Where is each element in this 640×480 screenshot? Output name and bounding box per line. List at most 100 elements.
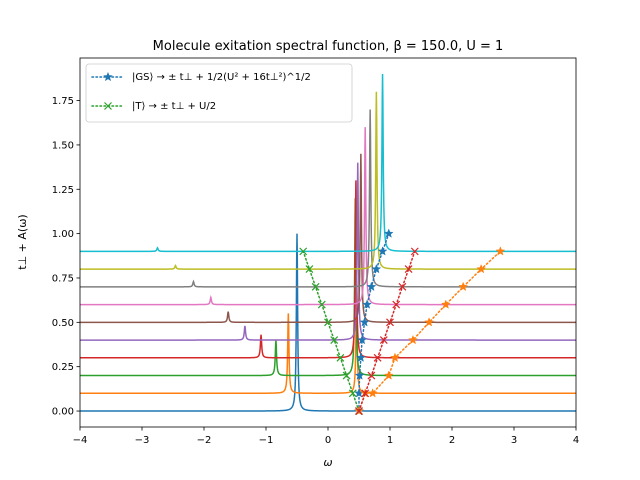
y-tick-label: 0.00: [52, 407, 74, 418]
data-point-2-6: [317, 300, 326, 309]
data-point-1-5: [407, 334, 418, 345]
spectrum-line-9: [80, 73, 576, 253]
data-point-2-6-stroke: [317, 300, 326, 309]
data-point-3-3-stroke: [373, 353, 382, 362]
legend-label-ground-state: |GS⟩ → ± t⊥ + 1/2(U² + 16t⊥²)^1/2: [132, 72, 311, 83]
plot-area: [80, 73, 576, 416]
y-tick-label: 0.50: [52, 318, 74, 329]
data-point-1-3: [383, 370, 394, 380]
series-line-1: [358, 250, 502, 412]
legend-box: [85, 63, 353, 123]
data-point-1-9: [476, 263, 487, 274]
data-point-3-1-stroke: [361, 389, 370, 398]
data-point-0-3: [355, 352, 366, 363]
data-point-2-8-stroke: [305, 265, 314, 274]
legend-label-triplet: |T⟩ → ± t⊥ + U/2: [132, 101, 216, 112]
data-point-2-1-stroke: [348, 389, 357, 398]
data-point-2-2-stroke: [342, 371, 351, 380]
x-tick-label: −1: [259, 435, 274, 446]
y-tick-label: 1.50: [52, 140, 74, 151]
data-point-2-7: [311, 282, 320, 291]
y-tick-label: 0.25: [52, 362, 74, 373]
data-point-2-5-stroke: [324, 318, 332, 327]
x-tick-label: 2: [449, 435, 455, 446]
data-point-3-5-stroke: [386, 318, 394, 327]
spectrum-line-7: [80, 109, 576, 288]
x-axis-label: ω: [323, 456, 332, 469]
spectrum-line-0: [80, 233, 576, 412]
data-point-3-4: [379, 336, 388, 344]
data-point-2-4: [330, 336, 339, 344]
legend: |GS⟩ → ± t⊥ + 1/2(U² + 16t⊥²)^1/2 |T⟩ → …: [85, 63, 353, 123]
data-point-3-7: [398, 282, 407, 291]
data-point-2-9-stroke: [299, 247, 308, 256]
x-tick-label: 3: [511, 435, 517, 446]
spectrum-line-2: [80, 198, 576, 377]
data-point-0-6: [362, 299, 373, 309]
x-tick-label: −2: [197, 435, 212, 446]
x-tick-label: −3: [135, 435, 150, 446]
spectrum-line-5: [80, 153, 576, 324]
data-point-3-7-stroke: [398, 282, 407, 291]
data-point-3-4-stroke: [379, 336, 388, 344]
y-tick-label: 0.75: [52, 273, 74, 284]
data-point-0-8: [371, 263, 382, 274]
data-point-1-6: [424, 317, 435, 327]
data-point-3-0-stroke: [355, 407, 363, 415]
spectrum-line-3: [80, 180, 576, 359]
data-point-3-9-stroke: [410, 247, 419, 256]
data-point-0-9: [377, 246, 388, 256]
y-axis-label: t⊥ + A(ω): [16, 214, 29, 269]
data-point-0-2: [354, 370, 365, 380]
data-point-0-4: [357, 334, 368, 345]
x-tick-label: 4: [573, 435, 579, 446]
legend-marker-1: [104, 102, 112, 110]
x-axis: −4 −3 −2 −1 0 1 2 3 4: [73, 427, 579, 446]
data-point-1-8: [458, 281, 469, 292]
data-point-3-0: [355, 407, 363, 415]
data-point-2-2: [342, 371, 351, 380]
data-point-2-3-stroke: [336, 353, 345, 362]
data-point-0-10: [383, 228, 394, 238]
data-point-2-4-stroke: [330, 336, 339, 344]
spectrum-line-1: [80, 295, 576, 395]
data-point-2-1: [348, 389, 357, 398]
data-point-3-5: [386, 318, 394, 327]
data-point-3-1: [361, 389, 370, 398]
y-axis: 0.00 0.25 0.50 0.75 1.00 1.25 1.50 1.75: [52, 96, 80, 418]
legend-marker-0: [103, 71, 113, 82]
data-point-3-9: [410, 247, 419, 256]
data-point-2-7-stroke: [311, 282, 320, 291]
series-line-2: [302, 250, 360, 412]
data-point-0-7: [366, 281, 377, 292]
x-tick-label: 0: [325, 435, 331, 446]
data-point-3-6-stroke: [392, 300, 401, 309]
series-line-3: [358, 250, 416, 412]
spectrum-line-6: [80, 127, 576, 306]
data-point-2-5: [324, 318, 332, 327]
data-point-1-7: [440, 299, 451, 309]
data-point-1-2: [367, 388, 378, 398]
y-tick-label: 1.75: [52, 96, 74, 107]
spectrum-line-8: [80, 91, 576, 270]
x-tick-label: −4: [73, 435, 88, 446]
data-point-2-3: [336, 353, 345, 362]
data-point-3-3: [373, 353, 382, 362]
y-tick-label: 1.00: [52, 229, 74, 240]
data-point-3-2-stroke: [367, 371, 376, 380]
data-point-2-8: [305, 265, 314, 274]
data-point-0-5: [359, 317, 370, 327]
chart-title: Molecule exitation spectral function, β …: [153, 39, 504, 54]
legend-entry-ground-state: [91, 71, 125, 82]
data-point-3-6: [392, 300, 401, 309]
data-point-3-8: [404, 265, 413, 274]
data-point-1-4: [390, 352, 400, 363]
data-point-1-10: [495, 246, 506, 256]
legend-entry-triplet: [91, 102, 125, 110]
data-point-3-8-stroke: [404, 265, 413, 274]
data-point-2-9: [299, 247, 308, 256]
y-tick-label: 1.25: [52, 185, 74, 196]
spectrum-line-4: [80, 162, 576, 341]
legend-marker-1-stroke: [104, 102, 112, 110]
